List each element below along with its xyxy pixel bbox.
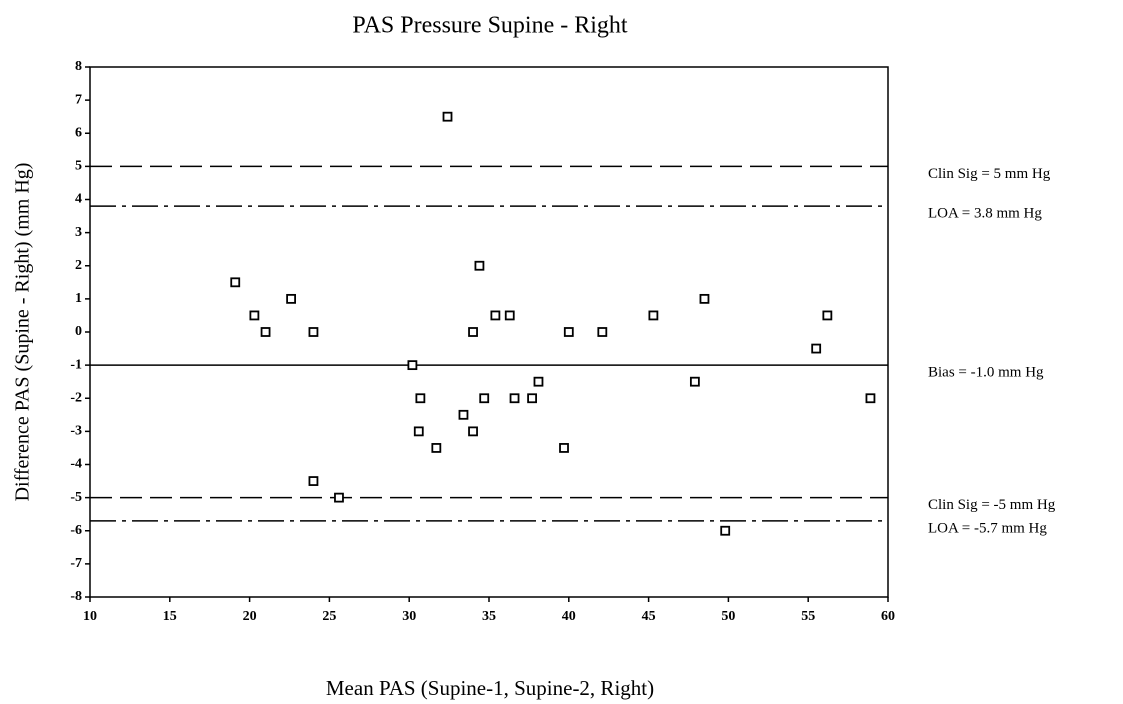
point bbox=[559, 443, 569, 453]
y-tick-label: 0 bbox=[75, 324, 82, 339]
point bbox=[648, 310, 659, 321]
y-tick-label: -2 bbox=[70, 390, 82, 405]
point bbox=[504, 310, 515, 321]
point bbox=[527, 393, 537, 404]
point bbox=[468, 327, 478, 337]
reference-label: Clin Sig = 5 mm Hg bbox=[928, 166, 1051, 182]
plot-frame bbox=[89, 66, 889, 598]
point bbox=[699, 293, 710, 304]
chart-title: PAS Pressure Supine - Right bbox=[352, 13, 627, 39]
point bbox=[689, 376, 700, 387]
reference-label: Bias = -1.0 mm Hg bbox=[928, 365, 1044, 381]
y-tick-label: 4 bbox=[75, 192, 82, 207]
x-tick-label: 35 bbox=[482, 609, 496, 624]
y-tick-label: -7 bbox=[70, 556, 82, 571]
x-tick-label: 40 bbox=[562, 609, 576, 624]
x-tick-label: 30 bbox=[402, 609, 416, 624]
x-tick-label: 55 bbox=[801, 609, 815, 624]
x-tick-label: 45 bbox=[642, 609, 656, 624]
y-tick-label: -8 bbox=[70, 589, 82, 604]
y-tick-label: 8 bbox=[75, 59, 82, 74]
point bbox=[230, 277, 241, 288]
point bbox=[407, 360, 418, 371]
y-tick-label: -6 bbox=[70, 523, 82, 538]
point bbox=[720, 525, 731, 536]
point bbox=[415, 393, 426, 404]
point bbox=[865, 393, 876, 404]
point bbox=[308, 327, 319, 337]
point bbox=[811, 343, 822, 354]
point bbox=[509, 393, 520, 404]
point bbox=[822, 310, 833, 321]
point bbox=[260, 327, 271, 337]
y-tick-label: 6 bbox=[75, 125, 82, 140]
reference-label: LOA = 3.8 mm Hg bbox=[928, 206, 1042, 222]
y-tick-label: 1 bbox=[75, 291, 82, 306]
y-tick-label: 2 bbox=[75, 258, 82, 273]
point bbox=[597, 327, 608, 337]
x-tick-label: 10 bbox=[83, 609, 97, 624]
reference-label: LOA = -5.7 mm Hg bbox=[928, 520, 1047, 536]
point bbox=[490, 310, 501, 321]
point bbox=[468, 426, 478, 437]
point bbox=[479, 393, 490, 404]
y-tick-label: -1 bbox=[70, 357, 82, 372]
point bbox=[308, 476, 319, 486]
point bbox=[249, 310, 260, 321]
y-tick-label: 5 bbox=[75, 159, 82, 174]
point bbox=[533, 376, 544, 387]
reference-label: Clin Sig = -5 mm Hg bbox=[928, 497, 1056, 513]
y-tick-label: -4 bbox=[70, 457, 82, 472]
point bbox=[431, 443, 442, 453]
point bbox=[563, 327, 574, 337]
point bbox=[334, 492, 344, 503]
point bbox=[413, 426, 424, 437]
y-tick-label: -5 bbox=[70, 490, 82, 505]
x-tick-label: 60 bbox=[881, 609, 895, 624]
point bbox=[442, 111, 453, 122]
point bbox=[458, 409, 469, 420]
x-tick-label: 20 bbox=[243, 609, 257, 624]
y-tick-label: 3 bbox=[75, 225, 82, 240]
x-tick-label: 50 bbox=[721, 609, 735, 624]
x-tick-label: 25 bbox=[322, 609, 336, 624]
x-tick-label: 15 bbox=[163, 609, 177, 624]
x-axis-label: Mean PAS (Supine-1, Supine-2, Right) bbox=[326, 676, 654, 700]
y-axis-label: Difference PAS (Supine - Right) (mm Hg) bbox=[12, 163, 34, 502]
point bbox=[286, 293, 296, 304]
y-tick-label: -3 bbox=[70, 424, 82, 439]
y-tick-label: 7 bbox=[75, 92, 82, 107]
point bbox=[474, 260, 485, 271]
